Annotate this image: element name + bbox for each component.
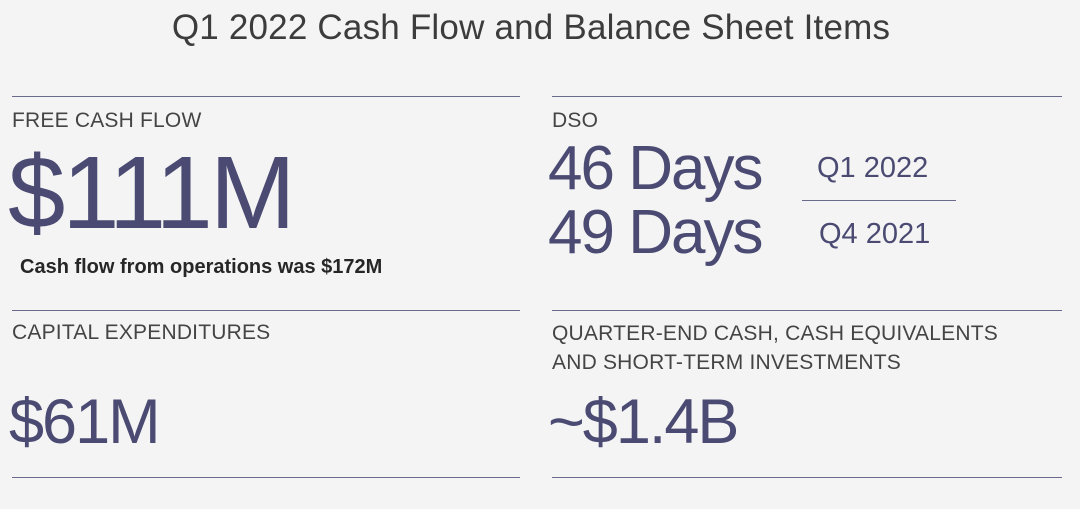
cash-flow-operations-note: Cash flow from operations was $172M: [20, 256, 383, 278]
divider-middle-left: [12, 310, 520, 311]
divider-middle-right: [552, 310, 1062, 311]
slide-title: Q1 2022 Cash Flow and Balance Sheet Item…: [171, 8, 891, 47]
dso-label: DSO: [552, 109, 599, 132]
free-cash-flow-value: $111M: [8, 135, 296, 250]
divider-bottom-left: [12, 477, 520, 478]
dso-period-current: Q1 2022: [817, 152, 929, 184]
dso-value-prior: 49 Days: [548, 198, 763, 267]
dso-value-current: 46 Days: [548, 134, 763, 203]
divider-top-right: [552, 96, 1062, 97]
dso-period-prior: Q4 2021: [819, 218, 931, 250]
divider-bottom-right: [552, 477, 1062, 478]
capital-expenditures-value: $61M: [9, 387, 161, 457]
cash-label-line2: AND SHORT-TERM INVESTMENTS: [552, 351, 902, 374]
divider-top-left: [12, 96, 520, 97]
free-cash-flow-label: FREE CASH FLOW: [12, 109, 202, 132]
dso-period-divider: [802, 200, 956, 201]
capital-expenditures-label: CAPITAL EXPENDITURES: [12, 321, 271, 344]
cash-label-line1: QUARTER-END CASH, CASH EQUIVALENTS: [552, 322, 998, 345]
cash-value: ~$1.4B: [548, 387, 739, 457]
